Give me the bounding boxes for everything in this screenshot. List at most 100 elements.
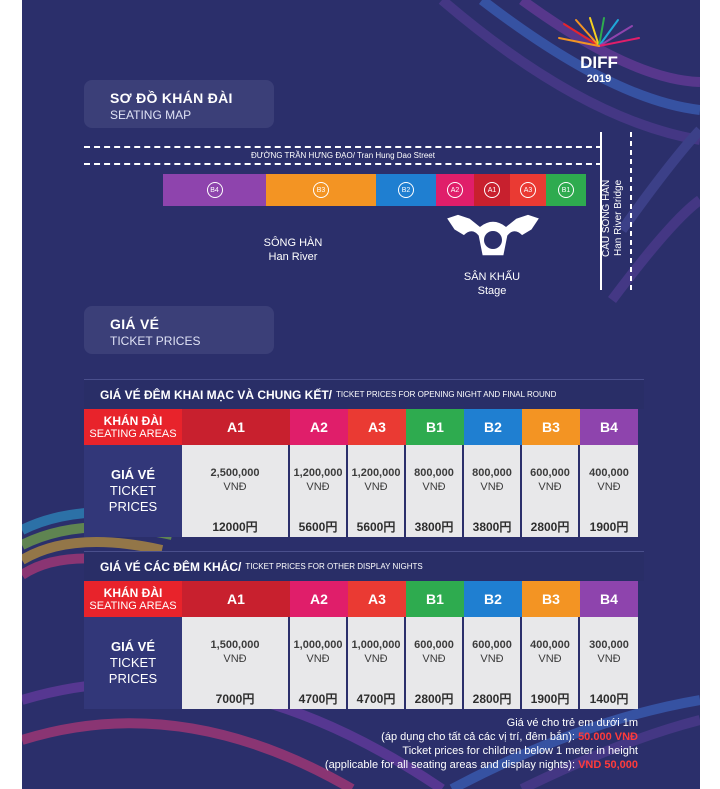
seat-segment-label: B1 (558, 182, 574, 198)
note-line-2: (áp dụng cho tất cả các vị trí, đêm bắn)… (381, 731, 638, 743)
seating-map-header: SƠ ĐỒ KHÁN ĐÀI SEATING MAP (84, 80, 274, 128)
price-amount: 800,000 (472, 467, 512, 479)
price-currency: VNĐ (306, 481, 330, 493)
price-cell-b3: 400,000 VNĐ 1900円 (522, 617, 580, 709)
ticket-prices-label: GIÁ VÉ TICKET PRICES (84, 445, 182, 537)
festival-poster: DIFF 2019 SƠ ĐỒ KHÁN ĐÀI SEATING MAP ĐƯỜ… (22, 0, 700, 789)
area-cell-a3: A3 (348, 581, 406, 617)
ticket-prices-title-en: TICKET PRICES (110, 334, 201, 348)
seating-areas-label: KHÁN ĐÀI SEATING AREAS (84, 409, 182, 445)
price-currency: VNĐ (364, 653, 388, 665)
logo-year: 2019 (587, 73, 611, 85)
price-currency: VNĐ (223, 653, 247, 665)
ticket-prices-label-vi: GIÁ VÉ (110, 467, 156, 482)
price-currency: VNĐ (597, 481, 621, 493)
area-cell-a2: A2 (290, 581, 348, 617)
price-yen: 2800円 (472, 692, 512, 706)
seat-segment-b1: B1 (546, 174, 586, 206)
price-amount: 1,000,000 (351, 639, 401, 651)
seat-segment-label: B3 (313, 182, 329, 198)
ticket-prices-label-en-2: PRICES (108, 499, 158, 514)
price-yen: 7000円 (215, 692, 255, 706)
price-currency: VNĐ (538, 481, 562, 493)
price-currency: VNĐ (422, 481, 446, 493)
area-cell-a2: A2 (290, 409, 348, 445)
price-cell-a3: 1,000,000 VNĐ 4700円 (348, 617, 406, 709)
price-yen: 1900円 (530, 692, 570, 706)
bridge-label-vi: CẦU SÔNG HÀN (601, 179, 612, 257)
price-yen: 2800円 (530, 520, 570, 534)
price-amount: 600,000 (530, 467, 570, 479)
price-cell-a3: 1,200,000 VNĐ 5600円 (348, 445, 406, 537)
other-nights-price-table: GIÁ VÉ CÁC ĐÊM KHÁC/TICKET PRICES FOR OT… (84, 551, 644, 709)
table-title: GIÁ VÉ ĐÊM KHAI MẠC VÀ CHUNG KẾT/TICKET … (84, 379, 644, 409)
street-line-top (84, 146, 602, 148)
table-title-en: TICKET PRICES FOR OPENING NIGHT AND FINA… (336, 390, 557, 399)
price-cell-b3: 600,000 VNĐ 2800円 (522, 445, 580, 537)
ticket-prices-header: GIÁ VÉ TICKET PRICES (84, 306, 274, 354)
seat-segment-label: A1 (484, 182, 500, 198)
river-label: SÔNG HÀN Han River (238, 236, 348, 264)
river-label-en: Han River (268, 251, 318, 263)
table-title: GIÁ VÉ CÁC ĐÊM KHÁC/TICKET PRICES FOR OT… (84, 551, 644, 581)
bridge-label-en: Han River Bridge (613, 179, 624, 257)
price-cell-b2: 600,000 VNĐ 2800円 (464, 617, 522, 709)
table-title-vi: GIÁ VÉ ĐÊM KHAI MẠC VÀ CHUNG KẾT/ (100, 387, 333, 402)
seating-areas-label-vi: KHÁN ĐÀI (103, 413, 163, 428)
stage-label-en: Stage (477, 285, 507, 297)
logo-name: DIFF (580, 53, 618, 72)
seat-segment-b4: B4 (163, 174, 266, 206)
seating-map-title-vi: SƠ ĐỒ KHÁN ĐÀI (110, 90, 233, 106)
price-currency: VNĐ (480, 653, 504, 665)
price-amount: 400,000 (530, 639, 570, 651)
price-currency: VNĐ (364, 481, 388, 493)
note-line-1: Giá vé cho trẻ em dưới 1m (506, 717, 638, 729)
seat-segment-label: A3 (520, 182, 536, 198)
street-label: ĐƯỜNG TRẦN HƯNG ĐẠO/ Tran Hung Dao Stree… (84, 151, 602, 160)
seat-segment-label: B2 (398, 182, 414, 198)
table-title-en: TICKET PRICES FOR OTHER DISPLAY NIGHTS (245, 562, 423, 571)
price-amount: 300,000 (589, 639, 629, 651)
price-yen: 3800円 (414, 520, 454, 534)
ticket-prices-label-en-1: TICKET (109, 655, 157, 670)
price-amount: 1,000,000 (293, 639, 343, 651)
ticket-prices-label: GIÁ VÉ TICKET PRICES (84, 617, 182, 709)
price-yen: 4700円 (298, 692, 338, 706)
seat-segment-label: B4 (206, 182, 223, 198)
river-label-vi: SÔNG HÀN (263, 237, 323, 249)
seating-areas-label-en: SEATING AREAS (89, 599, 177, 612)
seating-areas-row: KHÁN ĐÀI SEATING AREAS A1 A2 A3 B1 B2 B3 B4 (84, 409, 644, 445)
area-cell-b2: B2 (464, 409, 522, 445)
seating-areas-bar: B4 B3 B2 A2 A1 A3 B1 (163, 174, 586, 206)
table-title-vi: GIÁ VÉ CÁC ĐÊM KHÁC/ (100, 559, 242, 574)
children-price-note: Giá vé cho trẻ em dưới 1m (áp dụng cho t… (252, 716, 638, 772)
price-currency: VNĐ (422, 653, 446, 665)
price-yen: 1900円 (589, 520, 629, 534)
seat-segment-a2: A2 (436, 174, 474, 206)
price-cell-b2: 800,000 VNĐ 3800円 (464, 445, 522, 537)
price-cell-b4: 300,000 VNĐ 1400円 (580, 617, 638, 709)
area-cell-b1: B1 (406, 409, 464, 445)
stage-label: SÂN KHẤU Stage (442, 270, 542, 298)
area-cell-b4: B4 (580, 581, 638, 617)
area-cell-b3: B3 (522, 581, 580, 617)
ticket-prices-row: GIÁ VÉ TICKET PRICES 2,500,000 VNĐ 12000円 1,20… (84, 445, 644, 537)
area-cell-b3: B3 (522, 409, 580, 445)
note-price-vi: 50.000 VNĐ (578, 731, 638, 743)
price-yen: 12000円 (212, 520, 258, 534)
stage-label-vi: SÂN KHẤU (463, 271, 521, 283)
area-cell-a3: A3 (348, 409, 406, 445)
seating-map-title-en: SEATING MAP (110, 108, 192, 122)
ticket-prices-label-en-1: TICKET (109, 483, 157, 498)
price-amount: 600,000 (414, 639, 454, 651)
price-currency: VNĐ (480, 481, 504, 493)
price-yen: 5600円 (298, 520, 338, 534)
seating-areas-label-vi: KHÁN ĐÀI (103, 585, 163, 600)
price-currency: VNĐ (223, 481, 247, 493)
ticket-prices-row: GIÁ VÉ TICKET PRICES 1,500,000 VNĐ 7000円 1,000… (84, 617, 644, 709)
price-amount: 2,500,000 (210, 467, 260, 479)
seat-segment-a3: A3 (510, 174, 546, 206)
bridge-lines (600, 132, 632, 290)
seating-areas-label-en: SEATING AREAS (89, 427, 177, 440)
opening-night-price-table: GIÁ VÉ ĐÊM KHAI MẠC VÀ CHUNG KẾT/TICKET … (84, 379, 644, 537)
